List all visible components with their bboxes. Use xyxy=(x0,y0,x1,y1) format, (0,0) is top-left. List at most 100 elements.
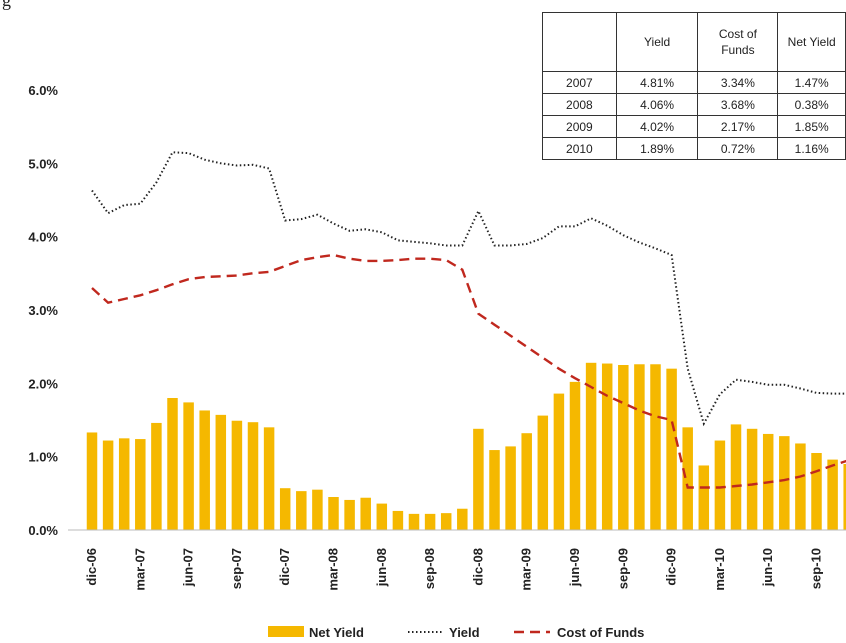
table-cell: 2007 xyxy=(542,71,617,94)
net-yield-bar xyxy=(135,439,146,530)
net-yield-bar xyxy=(263,427,275,530)
net-yield-bar xyxy=(376,503,388,530)
table-header-cell: Yield xyxy=(615,12,699,72)
net-yield-bar xyxy=(457,508,468,530)
table-cell: 2008 xyxy=(542,93,617,116)
y-tick-label: 4.0% xyxy=(28,230,58,245)
net-yield-bar xyxy=(698,465,710,530)
net-yield-bar xyxy=(102,440,114,530)
x-tick-label: mar-07 xyxy=(132,548,147,591)
legend-label-cost-of-funds: Cost of Funds xyxy=(557,625,644,640)
table-row: 2010 1.89% 0.72% 1.16% xyxy=(542,137,846,160)
net-yield-bar xyxy=(666,368,677,530)
table-cell: 2010 xyxy=(542,137,617,160)
net-yield-bar xyxy=(312,489,323,530)
net-yield-bar xyxy=(118,438,130,530)
net-yield-bar xyxy=(634,364,645,530)
net-yield-bar xyxy=(827,459,838,530)
table-header-cell: Cost of Funds xyxy=(697,12,779,72)
net-yield-bar xyxy=(424,513,436,530)
summary-table: Yield Cost of Funds Net Yield 2007 4.81%… xyxy=(542,12,846,160)
net-yield-bar xyxy=(392,510,404,530)
table-cell: 4.02% xyxy=(615,115,699,138)
net-yield-bar xyxy=(730,424,742,530)
table-cell: 1.85% xyxy=(777,115,846,138)
title-fragment: g xyxy=(2,0,11,10)
table-cell: 4.06% xyxy=(615,93,699,116)
table-cell: 1.16% xyxy=(777,137,846,160)
net-yield-bar xyxy=(344,499,355,530)
net-yield-bar xyxy=(585,362,597,530)
x-tick-label: jun-09 xyxy=(567,548,582,587)
net-yield-bar xyxy=(440,513,452,530)
cost-of-funds-line xyxy=(91,253,846,489)
net-yield-bar xyxy=(167,398,178,530)
table-header-cell: Net Yield xyxy=(777,12,846,72)
net-yield-bar xyxy=(328,497,339,530)
y-tick-label: 3.0% xyxy=(28,303,58,318)
net-yield-bar xyxy=(553,393,565,530)
net-yield-bar xyxy=(601,363,613,530)
net-yield-bar xyxy=(86,432,98,530)
net-yield-bar xyxy=(746,428,758,530)
table-cell: 0.38% xyxy=(777,93,846,116)
net-yield-bar xyxy=(231,420,243,530)
x-tick-label: sep-10 xyxy=(809,548,824,589)
table-header-row: Yield Cost of Funds Net Yield xyxy=(542,12,846,72)
net-yield-bar xyxy=(296,491,307,530)
net-yield-bar xyxy=(714,440,726,530)
yield-line xyxy=(91,151,846,427)
net-yield-bar xyxy=(569,381,581,530)
x-tick-label: jun-07 xyxy=(181,548,196,587)
x-tick-label: dic-06 xyxy=(84,548,99,586)
net-yield-bar xyxy=(360,497,371,530)
net-yield-bar xyxy=(489,450,500,530)
net-yield-bar xyxy=(779,436,790,530)
table-cell: 2.17% xyxy=(697,115,779,138)
x-tick-label: mar-10 xyxy=(712,548,727,591)
net-yield-bar xyxy=(247,422,259,530)
net-yield-bar xyxy=(199,410,210,530)
net-yield-bar xyxy=(408,513,420,530)
table-cell: 4.81% xyxy=(615,71,699,94)
x-axis-ticks: dic-06 mar-07 jun-07 sep-07 dic-07 mar-08 jun-… xyxy=(84,548,824,591)
x-tick-label: jun-08 xyxy=(374,548,389,587)
x-tick-label: sep-07 xyxy=(229,548,244,589)
net-yield-bar xyxy=(521,433,532,530)
y-tick-label: 5.0% xyxy=(28,156,58,171)
y-tick-label: 6.0% xyxy=(28,83,58,98)
net-yield-bar xyxy=(795,443,806,530)
legend-swatch-net-yield xyxy=(268,626,304,637)
y-axis-ticks: 0.0% 1.0% 2.0% 3.0% 4.0% 5.0% 6.0% xyxy=(28,83,58,538)
x-tick-label: dic-09 xyxy=(664,548,679,586)
x-tick-label: mar-08 xyxy=(326,548,341,591)
net-yield-bar xyxy=(811,453,822,530)
net-yield-bar xyxy=(215,414,227,530)
y-tick-label: 0.0% xyxy=(28,523,58,538)
x-tick-label: sep-09 xyxy=(615,548,630,589)
legend-label-yield: Yield xyxy=(449,625,480,640)
table-cell: 1.47% xyxy=(777,71,846,94)
x-tick-label: dic-08 xyxy=(470,548,485,586)
legend-label-net-yield: Net Yield xyxy=(309,625,364,640)
net-yield-bar xyxy=(151,422,162,530)
net-yield-bar xyxy=(537,415,549,530)
x-tick-label: mar-09 xyxy=(519,548,534,591)
x-tick-label: jun-10 xyxy=(760,548,775,587)
table-cell: 3.34% xyxy=(697,71,779,94)
net-yield-bar xyxy=(505,446,516,530)
table-cell: 2009 xyxy=(542,115,617,138)
y-tick-label: 1.0% xyxy=(28,450,58,465)
net-yield-bars xyxy=(86,362,846,530)
table-row: 2009 4.02% 2.17% 1.85% xyxy=(542,115,846,138)
x-tick-label: dic-07 xyxy=(277,548,292,586)
net-yield-bar xyxy=(279,488,291,530)
net-yield-bar xyxy=(682,427,693,530)
net-yield-bar xyxy=(473,428,484,530)
y-tick-label: 2.0% xyxy=(28,376,58,391)
table-cell: 3.68% xyxy=(697,93,779,116)
table-cell: 1.89% xyxy=(615,137,699,160)
net-yield-bar xyxy=(183,402,194,530)
x-tick-label: sep-08 xyxy=(422,548,437,589)
